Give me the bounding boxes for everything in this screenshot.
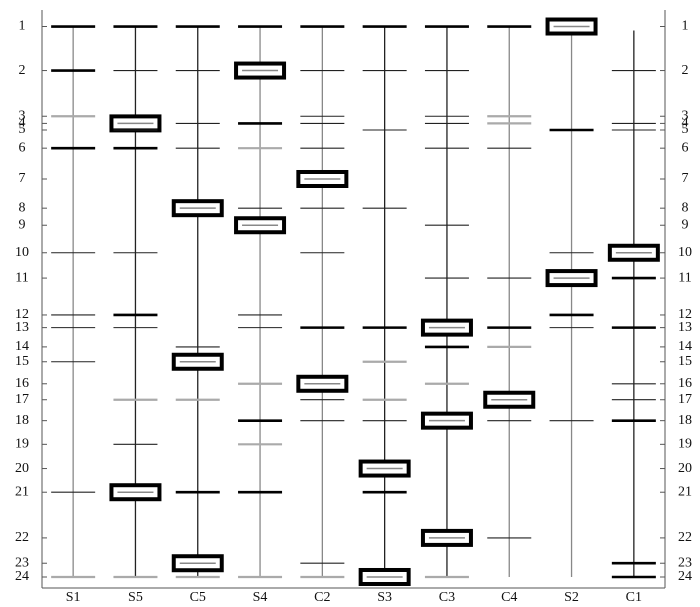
y2-tick-label: 3	[682, 108, 689, 123]
x-tick-label: C4	[501, 590, 517, 605]
x-tick-label: C2	[314, 590, 330, 605]
x-tick-label: S2	[564, 590, 579, 605]
y-tick-label: 21	[15, 484, 29, 499]
y2-tick-label: 24	[678, 569, 692, 584]
x-tick-label: S3	[377, 590, 392, 605]
y2-tick-label: 19	[678, 437, 692, 452]
y2-tick-label: 6	[682, 140, 689, 155]
y2-tick-label: 16	[678, 376, 692, 391]
y-tick-label: 9	[19, 217, 26, 232]
y-tick-label: 22	[15, 530, 29, 545]
y2-tick-label: 13	[678, 320, 692, 335]
y2-tick-label: 12	[678, 307, 692, 322]
x-tick-label: C1	[626, 590, 642, 605]
y2-tick-label: 10	[678, 245, 692, 260]
y-tick-label: 8	[19, 200, 26, 215]
y-tick-label: 18	[15, 413, 29, 428]
x-tick-label: S4	[253, 590, 268, 605]
y2-tick-label: 1	[682, 19, 689, 34]
y-tick-label: 13	[15, 320, 29, 335]
y-tick-label: 5	[19, 122, 26, 137]
y-tick-label: 23	[15, 555, 29, 570]
y2-tick-label: 15	[678, 354, 692, 369]
y2-tick-label: 21	[678, 484, 692, 499]
y-tick-label: 12	[15, 307, 29, 322]
x-tick-label: S5	[128, 590, 143, 605]
y2-tick-label: 8	[682, 200, 689, 215]
y-tick-label: 19	[15, 437, 29, 452]
y-tick-label: 11	[15, 270, 28, 285]
y-tick-label: 4	[19, 116, 26, 131]
y-tick-label: 3	[19, 108, 26, 123]
y-tick-label: 1	[19, 19, 26, 34]
y-tick-label: 15	[15, 354, 29, 369]
y-tick-label: 17	[15, 392, 29, 407]
y-tick-label: 10	[15, 245, 29, 260]
x-tick-label: C3	[439, 590, 455, 605]
y2-tick-label: 9	[682, 217, 689, 232]
y2-tick-label: 17	[678, 392, 692, 407]
x-tick-label: C5	[190, 590, 206, 605]
x-tick-label: S1	[66, 590, 81, 605]
y2-tick-label: 5	[682, 122, 689, 137]
y-tick-label: 6	[19, 140, 26, 155]
y-tick-label: 20	[15, 461, 29, 476]
y2-tick-label: 23	[678, 555, 692, 570]
y2-tick-label: 7	[682, 171, 689, 186]
y2-tick-label: 18	[678, 413, 692, 428]
y-tick-label: 24	[15, 569, 29, 584]
y-tick-label: 16	[15, 376, 29, 391]
y-tick-label: 14	[15, 339, 29, 354]
y2-tick-label: 20	[678, 461, 692, 476]
y-tick-label: 7	[19, 171, 26, 186]
y2-tick-label: 14	[678, 339, 692, 354]
y2-tick-label: 2	[682, 63, 689, 78]
y-tick-label: 2	[19, 63, 26, 78]
y2-tick-label: 11	[678, 270, 691, 285]
y2-tick-label: 4	[682, 116, 689, 131]
y2-tick-label: 22	[678, 530, 692, 545]
